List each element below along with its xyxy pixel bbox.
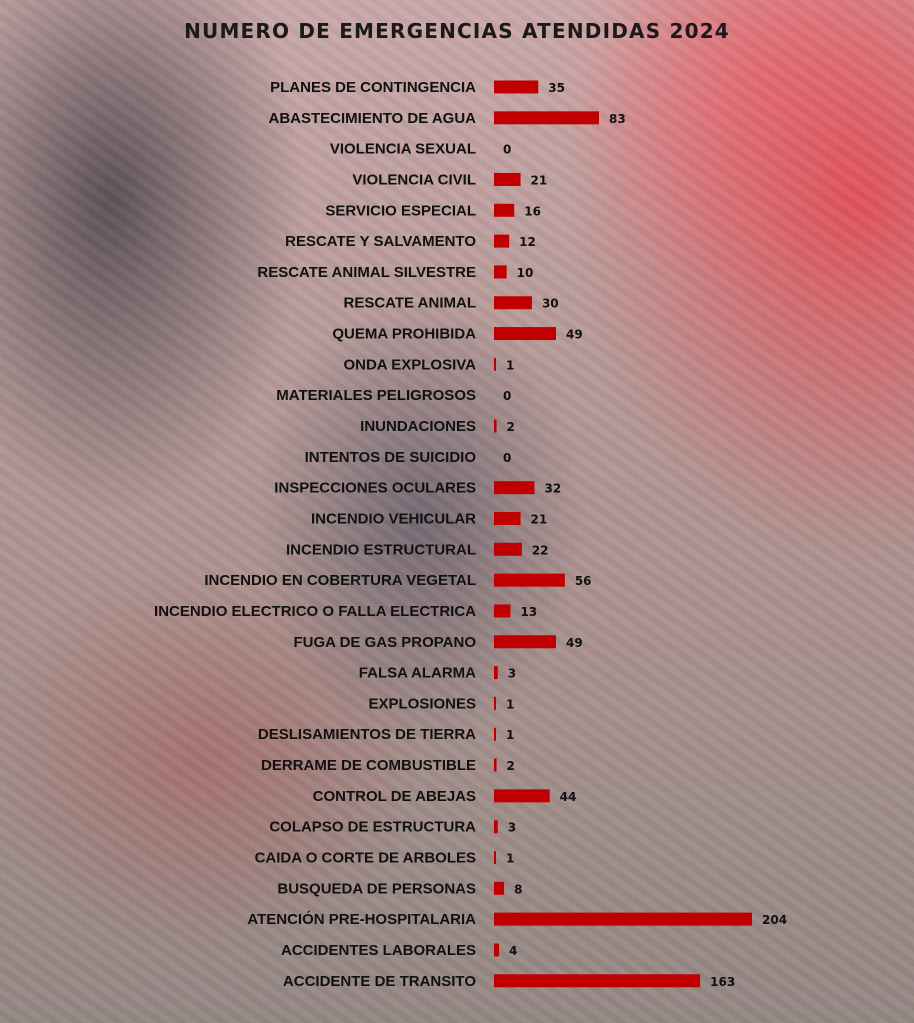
data-label: 0 — [503, 451, 511, 465]
category-label: SERVICIO ESPECIAL — [325, 202, 476, 219]
bar — [494, 511, 521, 525]
data-label: 0 — [503, 389, 511, 403]
data-label: 4 — [509, 944, 517, 958]
data-label: 35 — [548, 81, 565, 95]
data-label: 56 — [575, 574, 592, 588]
category-label: DESLISAMIENTOS DE TIERRA — [258, 726, 476, 743]
data-label: 0 — [503, 143, 511, 157]
category-label: RESCATE ANIMAL SILVESTRE — [257, 264, 476, 281]
category-label: QUEMA PROHIBIDA — [332, 326, 476, 343]
bar — [494, 758, 497, 772]
category-label: INUNDACIONES — [360, 418, 476, 435]
category-label: INTENTOS DE SUICIDIO — [305, 449, 477, 466]
data-label: 2 — [507, 420, 515, 434]
data-label: 1 — [506, 697, 514, 711]
data-label: 83 — [609, 112, 626, 126]
category-label: ONDA EXPLOSIVA — [343, 356, 476, 373]
category-label: BUSQUEDA DE PERSONAS — [277, 880, 476, 897]
value-labels: 3583021161210304910203221225613493112443… — [503, 81, 787, 989]
data-label: 16 — [524, 204, 541, 218]
category-label: ATENCIÓN PRE-HOSPITALARIA — [247, 910, 476, 928]
bar — [494, 943, 500, 957]
data-label: 10 — [517, 266, 534, 280]
category-label: INSPECCIONES OCULARES — [274, 480, 476, 497]
bar — [494, 234, 510, 248]
data-label: 1 — [506, 358, 514, 372]
bar — [494, 542, 522, 556]
data-label: 1 — [506, 728, 514, 742]
category-label: VIOLENCIA SEXUAL — [330, 141, 476, 158]
bar — [494, 357, 496, 371]
data-label: 2 — [507, 759, 515, 773]
category-label: INCENDIO ELECTRICO O FALLA ELECTRICA — [154, 603, 476, 620]
bar — [494, 851, 496, 864]
category-label: ACCIDENTE DE TRANSITO — [283, 973, 476, 990]
category-label: INCENDIO ESTRUCTURAL — [286, 541, 476, 558]
category-label: RESCATE ANIMAL — [344, 295, 477, 312]
category-label: COLAPSO DE ESTRUCTURA — [269, 819, 476, 836]
data-label: 44 — [560, 790, 577, 804]
bar — [494, 696, 496, 710]
bar — [494, 265, 507, 279]
category-label: ABASTECIMIENTO DE AGUA — [268, 110, 476, 127]
category-label: EXPLOSIONES — [368, 695, 476, 712]
data-label: 21 — [531, 173, 548, 187]
data-label: 8 — [514, 882, 522, 896]
data-label: 163 — [710, 975, 735, 989]
bar — [494, 727, 496, 741]
bar — [494, 635, 556, 649]
data-label: 3 — [508, 667, 516, 681]
bar — [494, 789, 550, 803]
category-labels: PLANES DE CONTINGENCIA ABASTECIMIENTO DE … — [154, 79, 476, 990]
category-label: CONTROL DE ABEJAS — [313, 788, 476, 805]
category-label: FALSA ALARMA — [359, 665, 476, 682]
data-label: 32 — [544, 482, 561, 496]
data-label: 30 — [542, 297, 559, 311]
category-label: DERRAME DE COMBUSTIBLE — [261, 757, 476, 774]
bar — [494, 296, 532, 310]
data-label: 204 — [762, 913, 787, 927]
data-label: 22 — [532, 543, 549, 557]
data-label: 3 — [508, 821, 516, 835]
bar — [494, 881, 505, 895]
category-label: PLANES DE CONTINGENCIA — [270, 79, 476, 96]
bar — [494, 111, 599, 125]
data-label: 13 — [520, 605, 537, 619]
bar — [494, 974, 701, 988]
category-label: FUGA DE GAS PROPANO — [293, 634, 476, 651]
category-label: CAIDA O CORTE DE ARBOLES — [255, 850, 476, 867]
bar — [494, 573, 565, 587]
bar — [494, 327, 556, 341]
bar — [494, 666, 498, 680]
data-label: 49 — [566, 328, 583, 342]
category-label: MATERIALES PELIGROSOS — [276, 387, 476, 404]
data-label: 49 — [566, 636, 583, 650]
category-label: RESCATE Y SALVAMENTO — [285, 233, 476, 250]
bar — [494, 172, 521, 186]
bar — [494, 80, 539, 94]
data-label: 1 — [506, 852, 514, 866]
bar — [494, 912, 752, 926]
category-label: INCENDIO EN COBERTURA VEGETAL — [204, 572, 476, 589]
data-label: 21 — [531, 512, 548, 526]
category-label: VIOLENCIA CIVIL — [352, 171, 476, 188]
bar — [494, 203, 515, 217]
bars — [494, 80, 752, 988]
category-label: ACCIDENTES LABORALES — [281, 942, 476, 959]
bar — [494, 604, 511, 618]
bar — [494, 419, 497, 433]
bar — [494, 820, 498, 834]
data-label: 12 — [519, 235, 536, 249]
chart-title: NUMERO DE EMERGENCIAS ATENDIDAS 2024 — [184, 19, 730, 43]
bar — [494, 481, 535, 495]
category-label: INCENDIO VEHICULAR — [311, 510, 476, 527]
